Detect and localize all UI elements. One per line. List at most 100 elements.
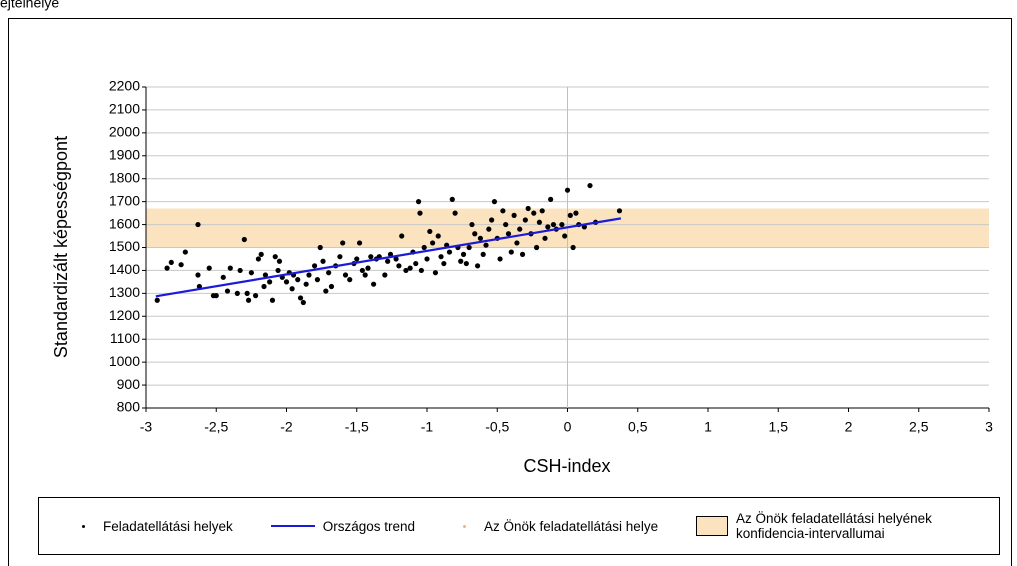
x-axis-title: CSH-index bbox=[523, 456, 610, 476]
point bbox=[548, 196, 554, 202]
point bbox=[441, 260, 447, 267]
x-tick-label: 1,5 bbox=[769, 419, 789, 435]
point bbox=[320, 258, 326, 264]
point bbox=[489, 217, 495, 223]
legend: Feladatellátási helyek Országos trend Az Ö… bbox=[38, 497, 1000, 555]
point bbox=[399, 233, 405, 239]
point bbox=[300, 299, 306, 306]
point bbox=[340, 240, 346, 246]
y-tick-label: 1600 bbox=[109, 215, 140, 231]
point bbox=[545, 224, 551, 230]
point bbox=[328, 283, 335, 290]
point bbox=[430, 240, 436, 246]
point bbox=[195, 272, 201, 278]
header: ejtelhelye bbox=[0, 0, 59, 11]
point bbox=[323, 288, 329, 294]
point bbox=[385, 258, 391, 264]
point bbox=[463, 260, 469, 267]
point bbox=[326, 270, 332, 276]
legend-item: Az Önök feladatellátási helye bbox=[453, 519, 658, 534]
point bbox=[262, 272, 269, 278]
point bbox=[424, 256, 430, 262]
point bbox=[460, 251, 467, 257]
x-tick-label: -1,5 bbox=[345, 419, 369, 435]
y-tick-label: 800 bbox=[117, 399, 141, 415]
point bbox=[427, 228, 433, 235]
y-axis-title: Standardizált képességpont bbox=[51, 136, 71, 358]
x-tick-label: -1 bbox=[421, 419, 434, 435]
point bbox=[342, 272, 349, 278]
x-tick-label: 3 bbox=[985, 419, 993, 435]
point bbox=[317, 244, 323, 251]
x-tick-label: 1 bbox=[704, 419, 712, 435]
frame bbox=[8, 18, 1012, 566]
point bbox=[255, 256, 261, 262]
point bbox=[252, 293, 259, 299]
legend-item: Országos trend bbox=[270, 519, 415, 534]
point bbox=[295, 277, 301, 283]
legend-label: Feladatellátási helyek bbox=[102, 518, 233, 534]
point bbox=[413, 260, 419, 267]
point bbox=[435, 233, 441, 239]
point bbox=[269, 297, 276, 303]
point bbox=[168, 259, 174, 266]
point bbox=[234, 290, 240, 296]
point bbox=[511, 212, 517, 218]
point bbox=[227, 265, 233, 271]
point bbox=[466, 244, 472, 251]
point bbox=[536, 219, 543, 225]
legend-item: Feladatellátási helyek bbox=[72, 519, 233, 534]
x-tick-label: 2 bbox=[845, 419, 853, 435]
point bbox=[559, 221, 565, 228]
y-tick-label: 900 bbox=[117, 376, 141, 392]
y-tick-label: 1200 bbox=[109, 307, 140, 323]
point bbox=[469, 221, 475, 228]
point bbox=[356, 240, 363, 246]
point bbox=[491, 199, 498, 205]
x-tick-label: 0 bbox=[564, 419, 572, 435]
point bbox=[415, 199, 422, 205]
point bbox=[570, 244, 576, 251]
y-tick-label: 1900 bbox=[109, 146, 140, 162]
point bbox=[303, 281, 309, 287]
point bbox=[562, 233, 568, 239]
x-tick-label: -3 bbox=[140, 419, 153, 435]
point bbox=[267, 279, 273, 285]
point bbox=[396, 263, 402, 269]
y-tick-label: 2000 bbox=[109, 124, 140, 140]
point bbox=[289, 286, 295, 292]
point bbox=[587, 182, 593, 189]
y-tick-label: 1100 bbox=[110, 330, 140, 346]
point bbox=[297, 295, 304, 301]
point bbox=[237, 267, 243, 274]
point bbox=[393, 256, 399, 262]
point bbox=[261, 283, 267, 290]
point bbox=[213, 293, 219, 299]
point bbox=[446, 249, 453, 255]
point bbox=[500, 208, 506, 214]
point bbox=[178, 262, 184, 268]
legend-label: Az Önök feladatellátási helyének konfide… bbox=[736, 511, 932, 541]
point bbox=[272, 254, 278, 260]
point bbox=[206, 265, 212, 271]
point bbox=[567, 212, 573, 218]
point bbox=[371, 281, 377, 287]
y-tick-label: 1500 bbox=[109, 238, 140, 254]
point bbox=[542, 235, 548, 241]
point bbox=[275, 267, 281, 274]
point bbox=[182, 249, 188, 255]
point bbox=[368, 254, 374, 260]
point bbox=[573, 210, 579, 216]
y-tick-label: 1800 bbox=[109, 169, 140, 185]
y-tick-label: 2100 bbox=[109, 101, 140, 117]
point bbox=[312, 263, 318, 269]
point bbox=[486, 226, 492, 232]
point bbox=[514, 240, 520, 246]
point bbox=[483, 242, 489, 248]
point bbox=[417, 210, 423, 216]
point bbox=[248, 270, 254, 276]
point bbox=[452, 210, 458, 216]
point bbox=[347, 277, 353, 283]
x-tick-label: -2,5 bbox=[204, 419, 228, 435]
